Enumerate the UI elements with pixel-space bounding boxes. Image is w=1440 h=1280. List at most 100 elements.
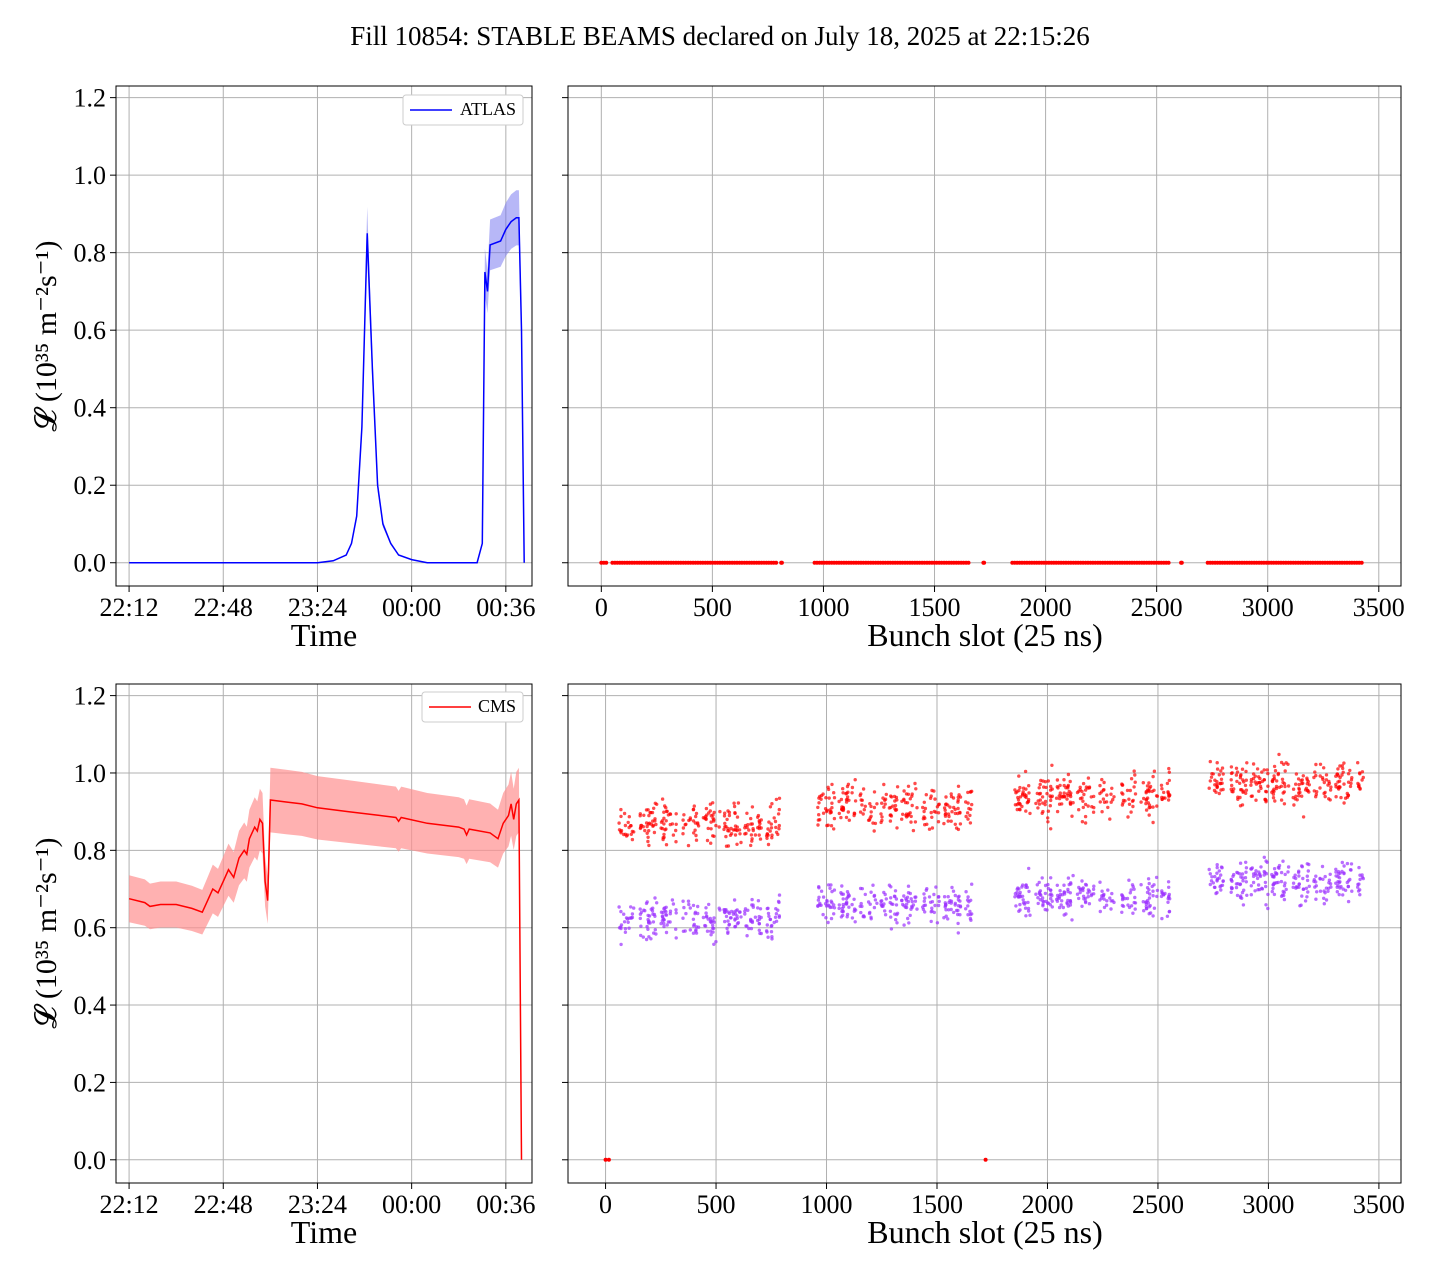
atlas-bunch-grid	[568, 86, 1401, 586]
cms-bunch-point-red	[1080, 820, 1085, 824]
cms-bunch-point-purple	[970, 882, 974, 886]
cms-bunch-point-purple	[880, 904, 884, 908]
cms-bunch-xlabel: Bunch slot (25 ns)	[867, 1214, 1103, 1250]
cms-bunch-point-purple	[1235, 893, 1240, 898]
cms-bunch-point-red	[1230, 783, 1234, 788]
cms-bunch-point-red	[859, 798, 863, 802]
cms-bunch-point-red	[1015, 802, 1019, 807]
cms-bunch-point-red	[1078, 785, 1082, 789]
cms-bunch-point-red	[1208, 759, 1213, 764]
cms-bunch-point-red	[1081, 799, 1085, 803]
cms-time-xlabel: Time	[291, 1214, 357, 1250]
cms-bunch-point-red	[758, 821, 762, 826]
cms-bunch-point-red	[1299, 779, 1303, 783]
cms-bunch-point-red	[966, 801, 970, 805]
cms-bunch-point-purple	[1083, 882, 1088, 887]
cms-bunch-point-red	[880, 815, 884, 819]
cms-bunch-point-purple	[937, 899, 941, 904]
cms-bunch-point-red	[956, 795, 960, 799]
cms-bunch-point-red	[1145, 784, 1150, 788]
cms-bunch-point-purple	[968, 909, 972, 914]
cms-bunch-point-red	[942, 821, 946, 826]
cms-bunch-point-purple	[696, 904, 700, 909]
cms-bunch-point-red	[906, 813, 911, 817]
cms-bunch-point-purple	[954, 908, 959, 913]
atlas-legend-label: ATLAS	[460, 99, 516, 119]
cms-bunch-point-red	[1244, 778, 1249, 782]
cms-bunch-point-purple	[757, 928, 761, 932]
cms-bunch-point-purple	[776, 899, 781, 904]
cms-bunch-point-red	[1148, 805, 1152, 809]
cms-bunch-point-purple	[832, 912, 836, 916]
cms-bunch-point-purple	[1305, 895, 1309, 899]
cms-bunch-point-red	[1046, 779, 1051, 783]
cms-bunch-point-purple	[1023, 906, 1028, 910]
cms-bunch-point-purple	[653, 896, 657, 900]
cms-bunch-point-purple	[828, 886, 832, 890]
cms-bunch-point-red	[932, 789, 936, 793]
cms-bunch-point-purple	[958, 913, 962, 917]
cms-bunch-point-red	[1294, 772, 1299, 776]
cms-bunch-point-purple	[1238, 861, 1243, 865]
cms-bunch-point-purple	[664, 930, 669, 935]
cms-bunch-point-purple	[757, 922, 761, 926]
cms-bunch-point-red	[1151, 774, 1155, 779]
cms-bunch-point-red	[1262, 778, 1266, 782]
cms-bunch-point-red	[1048, 804, 1053, 808]
cms-bunch-point-red	[1324, 778, 1329, 782]
cms-bunch-point-red	[774, 797, 779, 802]
cms-bunch-point-red	[930, 815, 934, 819]
cms-bunch-point-purple	[958, 899, 962, 903]
cms-bunch-point-purple	[1015, 887, 1019, 891]
cms-bunch-point-purple	[1313, 885, 1317, 889]
cms-bunch-point-red	[1062, 791, 1066, 795]
cms-bunch-point-red	[826, 787, 831, 792]
cms-bunch-point-purple	[845, 912, 850, 917]
cms-bunch-point-purple	[1271, 874, 1276, 878]
cms-bunch-point-purple	[934, 885, 938, 889]
cms-bunch-point-red	[1082, 792, 1086, 797]
cms-bunch-point-red	[841, 787, 845, 791]
cms-bunch-point-red	[873, 821, 878, 826]
cms-bunch-point-purple	[646, 927, 650, 931]
cms-bunch-point-purple	[1256, 883, 1261, 887]
cms-bunch-point-purple	[1160, 916, 1164, 921]
cms-bunch-point-red	[883, 802, 887, 806]
cms-bunch-point-purple	[1258, 872, 1262, 876]
cms-bunch-point-red	[1100, 777, 1104, 782]
cms-bunch-point-red	[777, 823, 781, 828]
cms-bunch-point-purple	[850, 916, 855, 920]
cms-bunch-point-purple	[732, 910, 736, 914]
cms-bunch-point-purple	[639, 924, 643, 928]
cms-bunch-point-red	[662, 822, 666, 826]
cms-bunch-point-red	[747, 828, 751, 832]
cms-bunch-point-red	[1327, 779, 1331, 784]
cms-bunch-point-red	[832, 827, 836, 831]
atlas-legend: ATLAS	[402, 94, 524, 126]
cms-bunch-point-red	[1046, 820, 1050, 824]
cms-bunch-point-red	[868, 802, 872, 806]
cms-bunch-point-red	[749, 816, 753, 821]
cms-bunch-point-red	[841, 791, 845, 795]
cms-bunch-point-purple	[935, 921, 940, 925]
cms-bunch-point-red	[1058, 783, 1062, 788]
cms-bunch-point-red	[1037, 786, 1041, 790]
cms-bunch-point-red	[1102, 788, 1106, 792]
cms-bunch-point-red	[844, 792, 848, 796]
cms-bunch-point-purple	[1340, 860, 1345, 865]
cms-bunch-point-purple	[1087, 889, 1092, 893]
cms-bunch-point-purple	[1166, 880, 1171, 884]
cms-bunch-point-red	[662, 816, 666, 820]
cms-bunch-point-purple	[651, 906, 655, 910]
cms-bunch-point-red	[645, 824, 649, 829]
cms-bunch-point-purple	[668, 920, 672, 924]
cms-time-grid	[116, 684, 532, 1183]
cms-bunch-point-red	[1165, 781, 1170, 786]
cms-bunch-point-red	[668, 812, 672, 816]
cms-bunch-point-purple	[1335, 885, 1339, 889]
cms-bunch-point-red	[1239, 773, 1243, 777]
cms-bunch-point-red	[626, 820, 630, 825]
cms-bunch-point-purple	[632, 906, 636, 910]
cms-bunch-point-purple	[665, 923, 669, 927]
cms-bunch-point-purple	[712, 920, 716, 924]
